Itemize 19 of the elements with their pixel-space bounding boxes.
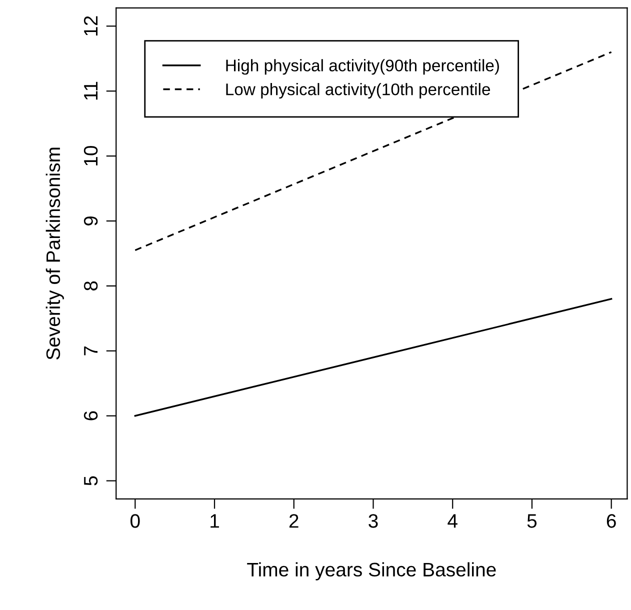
x-tick-label: 1 — [210, 514, 219, 528]
x-tick-label: 3 — [368, 514, 378, 528]
x-tick-label: 6 — [606, 514, 616, 528]
y-tick-label: 7 — [84, 346, 98, 356]
x-tick-label: 5 — [527, 514, 537, 528]
y-tick-label: 10 — [84, 146, 98, 166]
y-tick-label: 8 — [84, 281, 98, 290]
y-tick-label: 5 — [84, 476, 98, 486]
y-tick-label: 9 — [84, 216, 98, 226]
y-tick-label: 12 — [84, 16, 98, 36]
legend-label: High physical activity(90th percentile) — [226, 59, 499, 75]
y-axis-title: Severity of Parkinsonism — [46, 148, 64, 360]
y-tick-label: 6 — [84, 411, 98, 420]
x-axis-title: Time in years Since Baseline — [247, 562, 496, 580]
x-tick-label: 4 — [448, 514, 458, 528]
legend-label: Low physical activity(10th percentile — [226, 83, 490, 99]
x-tick-label: 0 — [130, 514, 140, 528]
x-tick-label: 2 — [289, 514, 298, 528]
y-tick-label: 11 — [84, 82, 98, 100]
